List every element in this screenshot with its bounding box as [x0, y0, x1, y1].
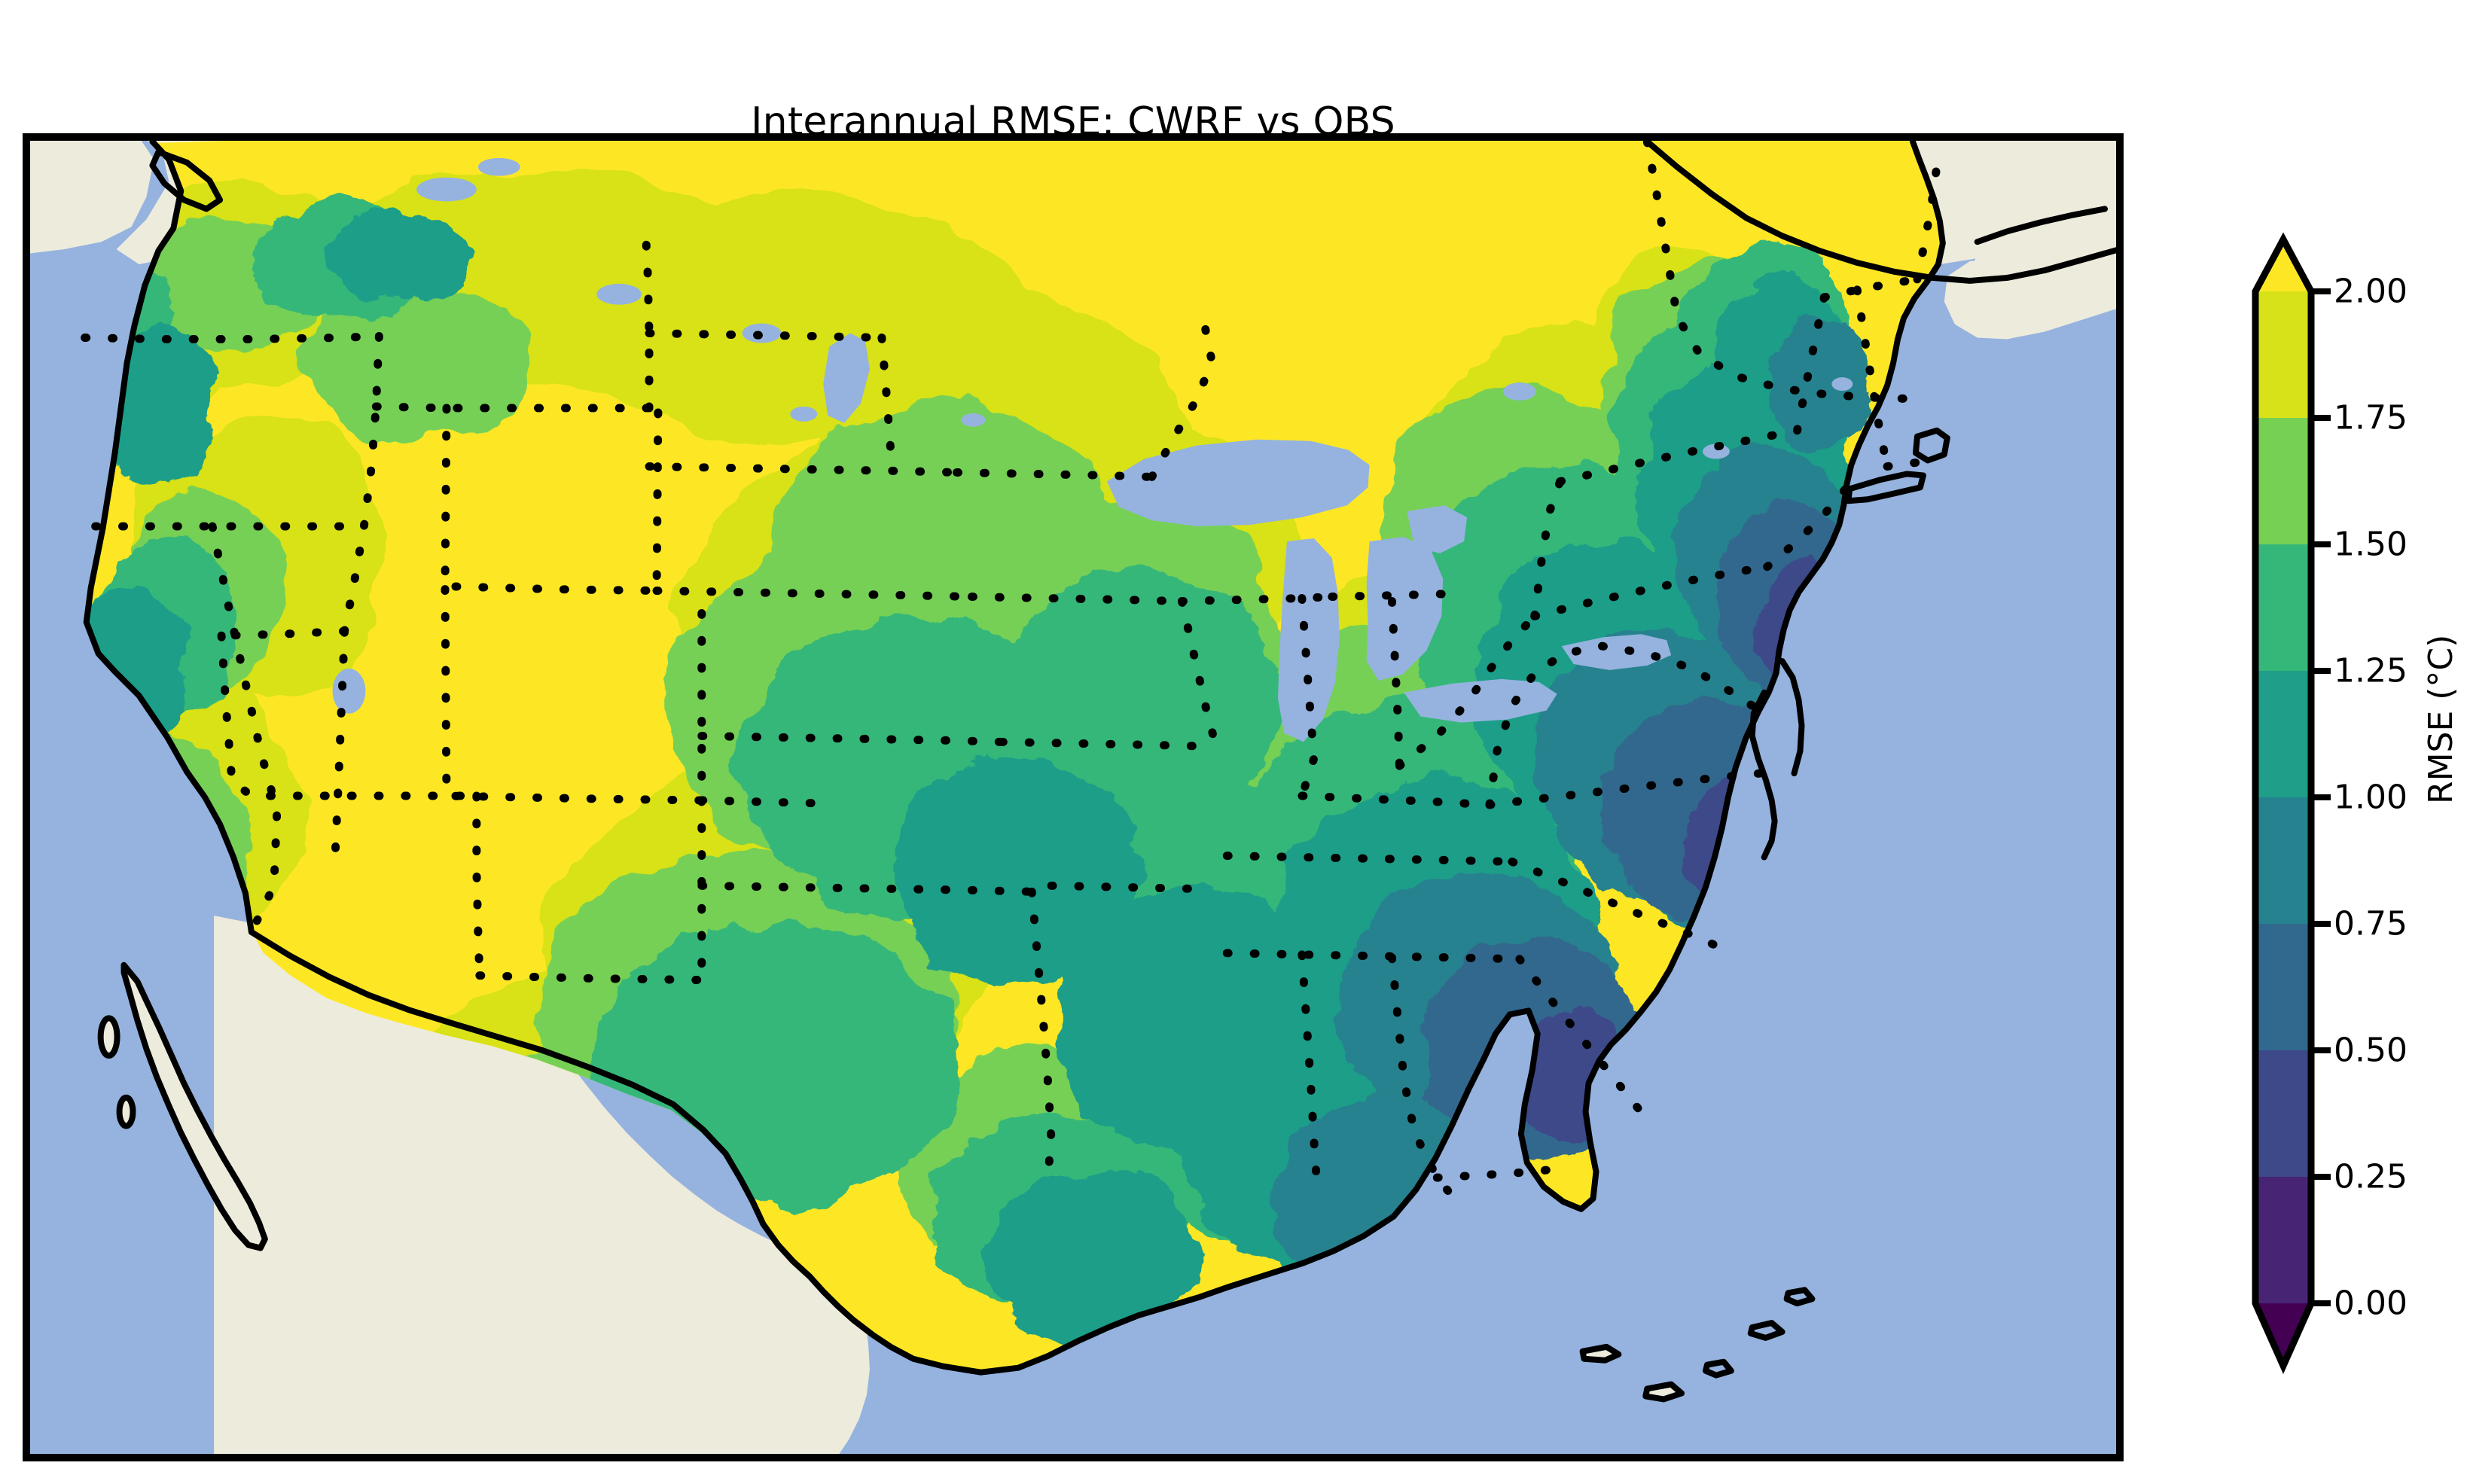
colorbar-tick-1.50: 1.50 [2334, 525, 2408, 564]
colorbar-band-0.25-0.50 [2255, 1050, 2311, 1177]
colorbar-swatches [2252, 232, 2331, 1375]
colorbar-under-arrow [2255, 1303, 2311, 1366]
colorbar-band-0.75-1.00 [2255, 797, 2311, 924]
colorbar-over-arrow [2255, 239, 2311, 291]
map-plot-area [23, 133, 2124, 1461]
colorbar-tick-0.75: 0.75 [2334, 904, 2408, 943]
colorbar-band-1.25-1.50 [2255, 544, 2311, 671]
coastline [83, 138, 2120, 1403]
colorbar[interactable]: 2.00 1.75 1.50 1.25 1.00 0.75 0.50 0.25 … [2252, 232, 2408, 1375]
great-lakes [332, 157, 1916, 742]
colorbar-band-1.00-1.25 [2255, 671, 2311, 797]
colorbar-tick-1.75: 1.75 [2334, 398, 2408, 437]
colorbar-tick-2.00: 2.00 [2334, 272, 2408, 311]
colorbar-axis-label: RMSE (°C) [2422, 634, 2460, 804]
colorbar-tick-0.50: 0.50 [2334, 1031, 2408, 1070]
colorbar-tick-0.25: 0.25 [2334, 1157, 2408, 1196]
colorbar-band-1.75-2.00 [2255, 291, 2311, 418]
colorbar-band-0.00-0.25 [2255, 1177, 2311, 1303]
colorbar-tick-1.00: 1.00 [2334, 778, 2408, 817]
colorbar-band-1.50-1.75 [2255, 418, 2311, 544]
colorbar-band-0.50-0.75 [2255, 924, 2311, 1050]
colorbar-tick-1.25: 1.25 [2334, 651, 2408, 690]
state-borders [81, 137, 1943, 1205]
conus-rmse-contour-map [26, 137, 2120, 1458]
colorbar-tick-0.00: 0.00 [2334, 1284, 2408, 1323]
